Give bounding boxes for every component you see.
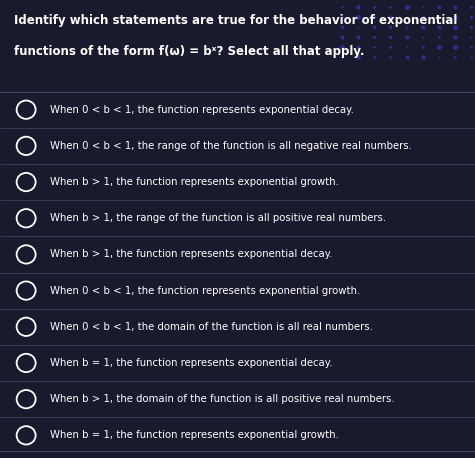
- Text: When b > 1, the function represents exponential growth.: When b > 1, the function represents expo…: [50, 177, 339, 187]
- Text: When b = 1, the function represents exponential decay.: When b = 1, the function represents expo…: [50, 358, 332, 368]
- Text: When 0 < b < 1, the function represents exponential decay.: When 0 < b < 1, the function represents …: [50, 105, 354, 114]
- Text: When b > 1, the function represents exponential decay.: When b > 1, the function represents expo…: [50, 250, 332, 259]
- Text: When 0 < b < 1, the range of the function is all negative real numbers.: When 0 < b < 1, the range of the functio…: [50, 141, 412, 151]
- Text: When 0 < b < 1, the function represents exponential growth.: When 0 < b < 1, the function represents …: [50, 286, 360, 295]
- Text: When b > 1, the domain of the function is all positive real numbers.: When b > 1, the domain of the function i…: [50, 394, 395, 404]
- Text: Identify which statements are true for the behavior of exponential: Identify which statements are true for t…: [14, 14, 457, 27]
- Text: When b = 1, the function represents exponential growth.: When b = 1, the function represents expo…: [50, 431, 339, 440]
- Text: functions of the form ḟ(ω) = bˣ? Select all that apply.: functions of the form ḟ(ω) = bˣ? Select…: [14, 45, 365, 58]
- Text: When b > 1, the range of the function is all positive real numbers.: When b > 1, the range of the function is…: [50, 213, 386, 223]
- Text: When 0 < b < 1, the domain of the function is all real numbers.: When 0 < b < 1, the domain of the functi…: [50, 322, 373, 332]
